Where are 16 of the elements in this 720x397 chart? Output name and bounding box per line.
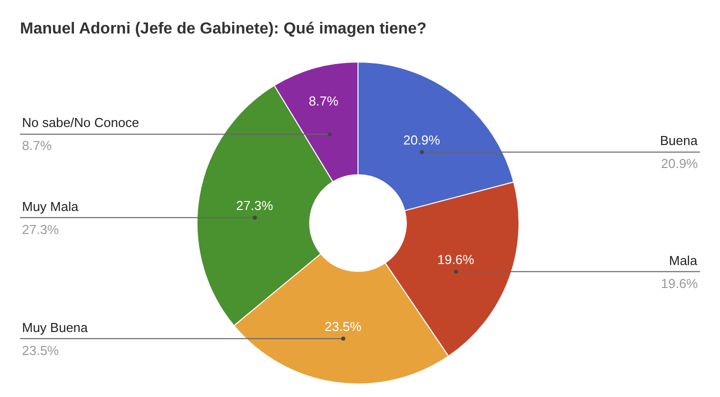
data-label: 19.6% — [437, 252, 475, 268]
data-label: 27.3% — [236, 198, 274, 214]
slice-label: Muy Mala — [22, 199, 80, 214]
chart-title: Manuel Adorni (Jefe de Gabinete): Qué imagen tiene? — [20, 20, 427, 38]
text: 8.7% — [22, 138, 52, 153]
text: 19.6% — [661, 276, 698, 291]
slice-label: Muy Buena — [22, 320, 89, 335]
text: 27.3% — [22, 222, 59, 237]
slice-label: No sabe/No Conoce — [22, 115, 140, 130]
data-label: 23.5% — [324, 319, 362, 334]
data-label: 20.9% — [403, 132, 441, 148]
text: 23.5% — [22, 343, 59, 358]
slice-label: Mala — [669, 253, 698, 268]
slice-label: Buena — [660, 133, 698, 148]
text: 20.9% — [661, 156, 698, 171]
data-label: 8.7% — [308, 93, 339, 108]
